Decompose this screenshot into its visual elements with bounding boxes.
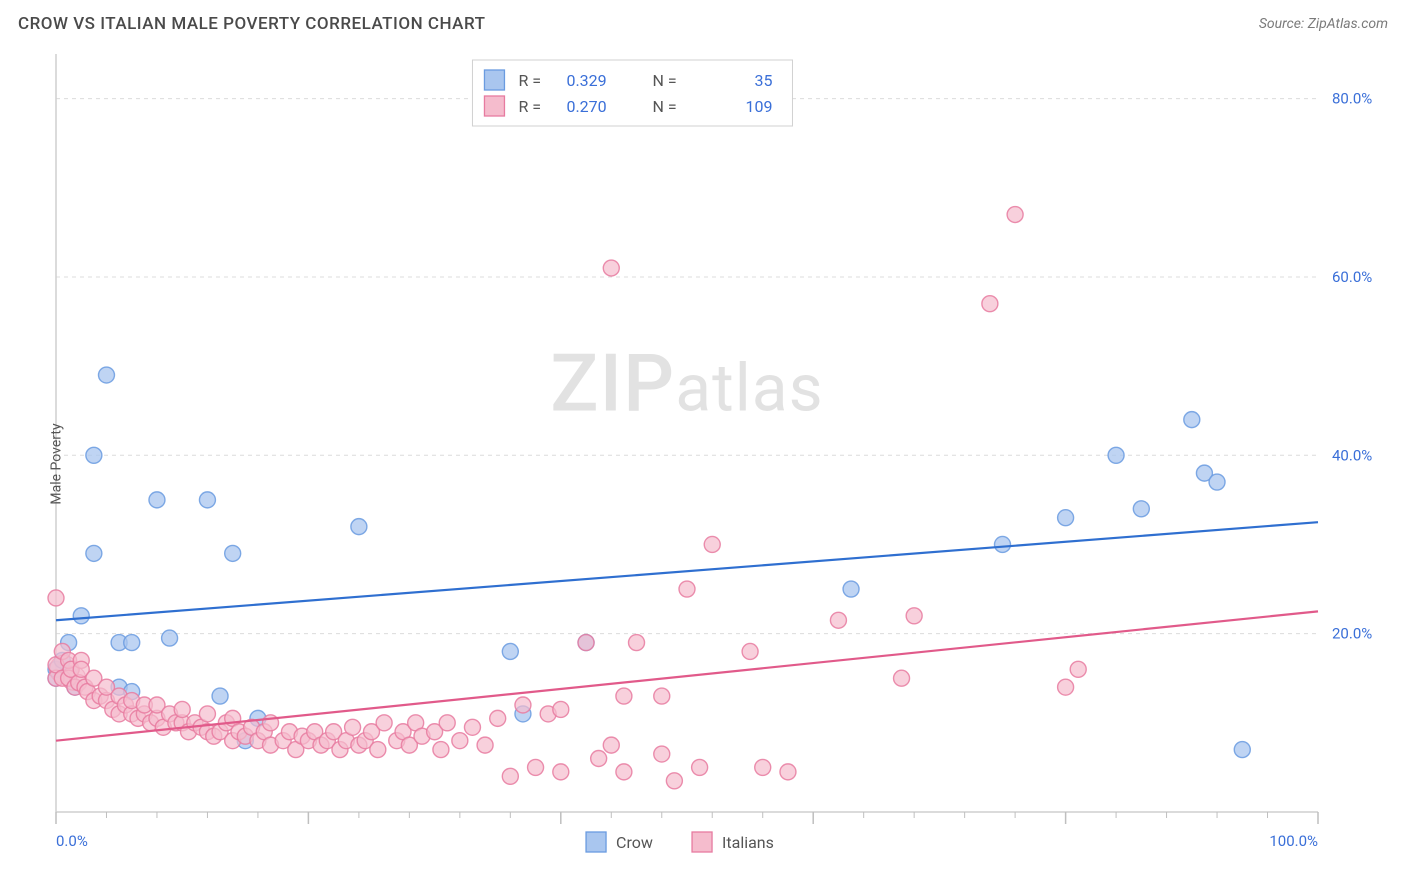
svg-text:0.0%: 0.0% bbox=[56, 832, 88, 850]
svg-text:0.270: 0.270 bbox=[566, 97, 606, 116]
svg-text:R =: R = bbox=[518, 71, 541, 90]
svg-text:100.0%: 100.0% bbox=[1269, 832, 1318, 850]
svg-text:0.329: 0.329 bbox=[566, 71, 606, 90]
chart-area: Male Poverty 20.0% 40.0% 60.0% 80.0% ZIPatla… bbox=[8, 44, 1398, 884]
svg-text:Italians: Italians bbox=[722, 833, 774, 852]
svg-text:R =: R = bbox=[518, 97, 541, 116]
svg-text:80.0%: 80.0% bbox=[1332, 90, 1372, 108]
svg-text:20.0%: 20.0% bbox=[1332, 625, 1372, 643]
svg-text:N =: N = bbox=[652, 71, 676, 90]
svg-text:ZIPatlas: ZIPatlas bbox=[550, 336, 823, 430]
chart-title: CROW VS ITALIAN MALE POVERTY CORRELATION… bbox=[18, 14, 485, 34]
svg-text:109: 109 bbox=[745, 97, 772, 116]
svg-text:40.0%: 40.0% bbox=[1332, 446, 1372, 464]
y-axis-label: Male Poverty bbox=[49, 423, 65, 504]
svg-text:Crow: Crow bbox=[616, 833, 653, 852]
svg-text:35: 35 bbox=[754, 71, 772, 90]
scatter-chart: 20.0% 40.0% 60.0% 80.0% ZIPatlas 0.0% 100.0% R … bbox=[8, 44, 1398, 884]
svg-text:N =: N = bbox=[652, 97, 676, 116]
svg-text:60.0%: 60.0% bbox=[1332, 268, 1372, 286]
chart-source: Source: ZipAtlas.com bbox=[1259, 16, 1388, 32]
